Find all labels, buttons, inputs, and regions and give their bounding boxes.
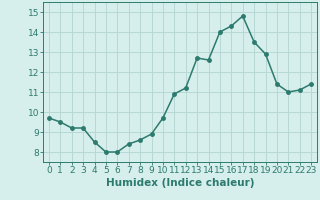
X-axis label: Humidex (Indice chaleur): Humidex (Indice chaleur) xyxy=(106,178,254,188)
